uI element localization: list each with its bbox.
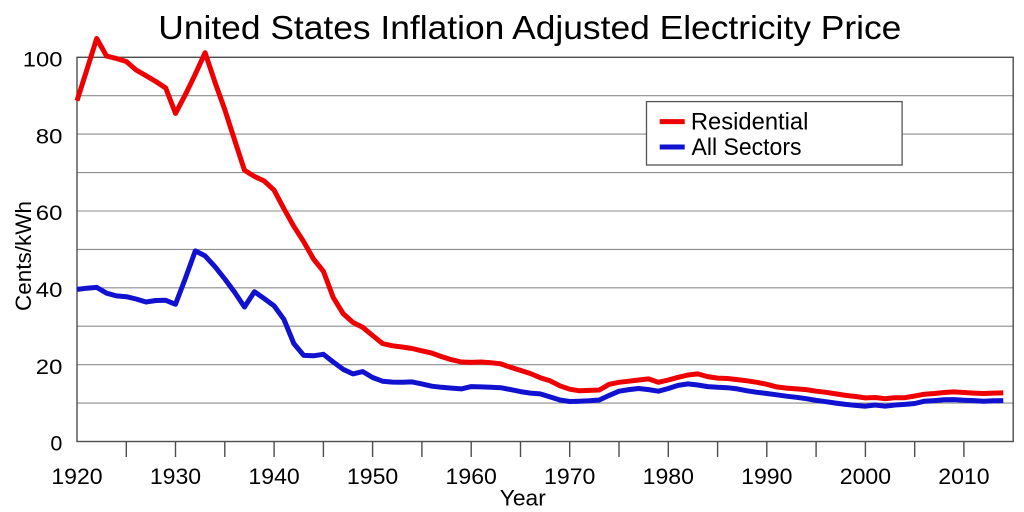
svg-text:1960: 1960	[446, 464, 497, 489]
svg-text:80: 80	[36, 123, 63, 148]
svg-text:Cents/kWh: Cents/kWh	[11, 201, 36, 311]
svg-text:Residential: Residential	[691, 109, 809, 136]
svg-text:2010: 2010	[938, 464, 989, 489]
svg-text:1950: 1950	[347, 464, 398, 489]
svg-text:United States Inflation Adjust: United States Inflation Adjusted Electri…	[158, 10, 901, 47]
svg-text:40: 40	[36, 277, 63, 302]
svg-text:1930: 1930	[150, 464, 201, 489]
svg-text:60: 60	[36, 200, 63, 225]
svg-text:2000: 2000	[840, 464, 891, 489]
svg-text:1940: 1940	[248, 464, 299, 489]
svg-text:20: 20	[36, 354, 63, 379]
svg-text:1970: 1970	[544, 464, 595, 489]
svg-text:100: 100	[23, 47, 63, 72]
svg-text:All Sectors: All Sectors	[692, 134, 802, 161]
svg-text:Year: Year	[500, 486, 546, 511]
svg-text:1980: 1980	[643, 464, 694, 489]
svg-text:1990: 1990	[741, 464, 792, 489]
svg-text:0: 0	[50, 431, 62, 456]
svg-text:1920: 1920	[51, 464, 102, 489]
